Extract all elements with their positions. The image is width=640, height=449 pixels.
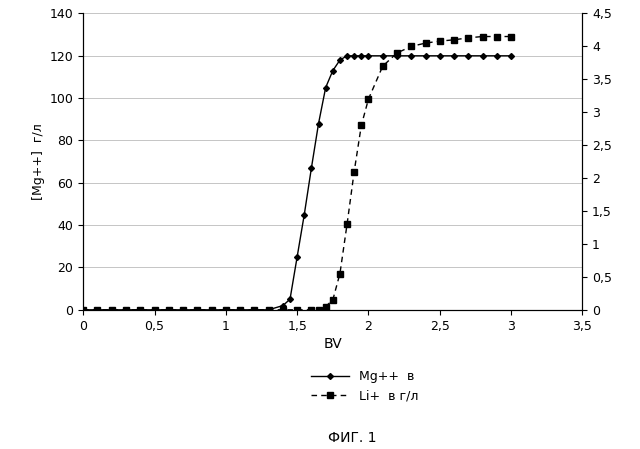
Li+  в г/л (222, 307, 230, 313)
Mg++  в (193, 307, 201, 313)
Li+  в г/л (343, 221, 351, 227)
Li+  в г/л (493, 34, 500, 39)
Li+  в г/л (422, 40, 429, 46)
Mg++  в (279, 303, 287, 308)
Mg++  в (365, 53, 372, 58)
Mg++  в (108, 307, 116, 313)
Mg++  в (322, 85, 330, 90)
Mg++  в (136, 307, 144, 313)
Li+  в г/л (108, 307, 116, 313)
Mg++  в (179, 307, 187, 313)
Mg++  в (208, 307, 216, 313)
Li+  в г/л (436, 39, 444, 44)
Li+  в г/л (379, 63, 387, 69)
Li+  в г/л (293, 307, 301, 313)
Li+  в г/л (322, 304, 330, 309)
Mg++  в (236, 307, 244, 313)
Li+  в г/л (136, 307, 144, 313)
Li+  в г/л (279, 307, 287, 313)
Mg++  в (343, 53, 351, 58)
Mg++  в (479, 53, 486, 58)
Mg++  в (450, 53, 458, 58)
Mg++  в (293, 254, 301, 260)
Line: Li+  в г/л: Li+ в г/л (81, 34, 514, 313)
Mg++  в (79, 307, 87, 313)
Mg++  в (393, 53, 401, 58)
Mg++  в (250, 307, 258, 313)
Li+  в г/л (450, 37, 458, 43)
Mg++  в (422, 53, 429, 58)
Li+  в г/л (308, 307, 316, 313)
Y-axis label: [Mg++]  г/л: [Mg++] г/л (33, 123, 45, 200)
Li+  в г/л (208, 307, 216, 313)
Li+  в г/л (358, 123, 365, 128)
Mg++  в (465, 53, 472, 58)
Mg++  в (150, 307, 158, 313)
Mg++  в (493, 53, 500, 58)
Li+  в г/л (350, 169, 358, 174)
Li+  в г/л (315, 307, 323, 313)
Mg++  в (222, 307, 230, 313)
Mg++  в (315, 121, 323, 126)
Mg++  в (408, 53, 415, 58)
Li+  в г/л (193, 307, 201, 313)
Mg++  в (300, 212, 308, 217)
Line: Mg++  в: Mg++ в (81, 54, 513, 312)
Mg++  в (165, 307, 173, 313)
Mg++  в (286, 296, 294, 302)
Li+  в г/л (93, 307, 101, 313)
Mg++  в (350, 53, 358, 58)
Mg++  в (336, 57, 344, 63)
Li+  в г/л (329, 297, 337, 303)
Li+  в г/л (265, 307, 273, 313)
Mg++  в (308, 165, 316, 171)
Li+  в г/л (165, 307, 173, 313)
Li+  в г/л (236, 307, 244, 313)
Li+  в г/л (408, 44, 415, 49)
Text: ФИГ. 1: ФИГ. 1 (328, 431, 376, 445)
Li+  в г/л (150, 307, 158, 313)
Li+  в г/л (479, 34, 486, 39)
Li+  в г/л (336, 271, 344, 276)
Li+  в г/л (365, 97, 372, 102)
Mg++  в (122, 307, 130, 313)
Li+  в г/л (179, 307, 187, 313)
Li+  в г/л (122, 307, 130, 313)
Li+  в г/л (465, 35, 472, 40)
Mg++  в (358, 53, 365, 58)
Li+  в г/л (79, 307, 87, 313)
Li+  в г/л (250, 307, 258, 313)
Mg++  в (329, 68, 337, 73)
Mg++  в (508, 53, 515, 58)
Li+  в г/л (393, 50, 401, 56)
Mg++  в (265, 307, 273, 313)
Mg++  в (93, 307, 101, 313)
Legend: Mg++  в, Li+  в г/л: Mg++ в, Li+ в г/л (312, 370, 418, 402)
Mg++  в (379, 53, 387, 58)
Mg++  в (436, 53, 444, 58)
Li+  в г/л (508, 34, 515, 39)
X-axis label: BV: BV (323, 337, 342, 351)
